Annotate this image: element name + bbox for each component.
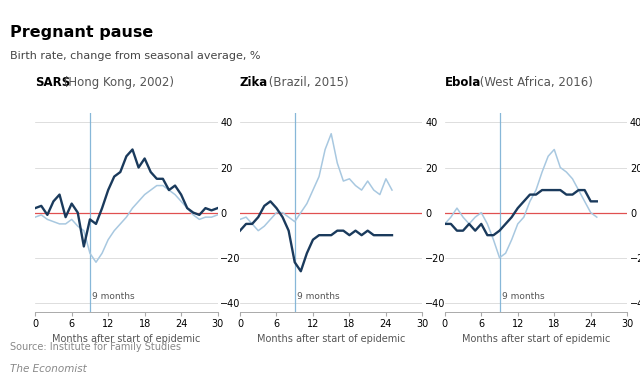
Text: Zika: Zika <box>240 76 268 89</box>
X-axis label: Months after start of epidemic: Months after start of epidemic <box>52 335 200 344</box>
Text: (Brazil, 2015): (Brazil, 2015) <box>265 76 349 89</box>
Text: SARS: SARS <box>35 76 70 89</box>
Text: (Hong Kong, 2002): (Hong Kong, 2002) <box>60 76 174 89</box>
Text: (West Africa, 2016): (West Africa, 2016) <box>476 76 593 89</box>
Text: Ebola: Ebola <box>445 76 481 89</box>
Text: Pregnant pause: Pregnant pause <box>10 25 153 40</box>
Text: Birth rate, change from seasonal average, %: Birth rate, change from seasonal average… <box>10 51 260 61</box>
X-axis label: Months after start of epidemic: Months after start of epidemic <box>257 335 405 344</box>
Text: The Economist: The Economist <box>10 364 86 373</box>
Text: 9 months: 9 months <box>92 291 135 301</box>
Text: 9 months: 9 months <box>502 291 545 301</box>
X-axis label: Months after start of epidemic: Months after start of epidemic <box>462 335 610 344</box>
Text: Source: Institute for Family Studies: Source: Institute for Family Studies <box>10 342 180 352</box>
Text: 9 months: 9 months <box>297 291 340 301</box>
